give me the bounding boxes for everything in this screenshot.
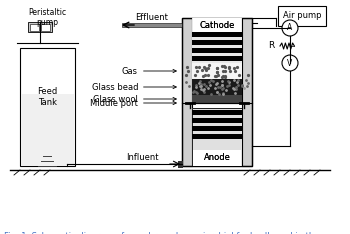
- Circle shape: [282, 55, 298, 71]
- Bar: [182, 134, 252, 139]
- Bar: [192, 126, 242, 131]
- Text: Fig. 1. Schematic diagram of membrane-less microbial fuel cell used in the
study: Fig. 1. Schematic diagram of membrane-le…: [4, 232, 320, 234]
- Bar: [182, 18, 252, 63]
- Bar: [192, 108, 242, 166]
- Circle shape: [282, 20, 298, 36]
- Bar: [192, 134, 242, 139]
- Bar: [20, 48, 75, 166]
- Bar: [182, 118, 252, 123]
- Bar: [183, 18, 251, 32]
- Text: Air pump: Air pump: [283, 11, 321, 21]
- Text: Feed
Tank: Feed Tank: [37, 87, 58, 107]
- Bar: [182, 32, 252, 37]
- Text: Middle port: Middle port: [90, 99, 176, 107]
- Bar: [182, 110, 252, 115]
- Bar: [182, 108, 252, 166]
- Text: Gas: Gas: [122, 66, 176, 76]
- Bar: [182, 40, 252, 45]
- Text: Effluent: Effluent: [135, 14, 168, 22]
- Bar: [192, 56, 242, 61]
- Bar: [193, 150, 241, 166]
- Bar: [122, 23, 182, 27]
- Bar: [242, 18, 252, 166]
- Bar: [41, 24, 50, 31]
- Bar: [192, 40, 242, 45]
- Bar: [182, 126, 252, 131]
- Bar: [192, 18, 242, 63]
- Text: Influent: Influent: [126, 153, 158, 161]
- Bar: [182, 18, 252, 166]
- Text: Cathode: Cathode: [199, 21, 235, 29]
- Text: Peristaltic
pump: Peristaltic pump: [28, 8, 66, 27]
- Bar: [28, 22, 52, 32]
- Text: R: R: [268, 41, 274, 51]
- Text: Anode: Anode: [204, 154, 230, 162]
- Bar: [182, 56, 252, 61]
- Bar: [192, 108, 242, 166]
- Bar: [182, 18, 192, 166]
- Bar: [183, 150, 251, 166]
- Bar: [278, 6, 326, 26]
- Bar: [192, 48, 242, 53]
- Bar: [192, 118, 242, 123]
- Bar: [21, 94, 74, 166]
- Bar: [182, 79, 252, 95]
- Bar: [30, 24, 39, 31]
- Bar: [192, 63, 242, 79]
- Text: V: V: [287, 58, 293, 67]
- Bar: [192, 79, 242, 95]
- Bar: [192, 32, 242, 37]
- Bar: [192, 110, 242, 115]
- Text: A: A: [287, 23, 293, 33]
- Bar: [182, 95, 252, 103]
- Text: Cathode: Cathode: [199, 21, 235, 29]
- Text: Glass wool: Glass wool: [93, 95, 176, 103]
- Text: Glass bead: Glass bead: [91, 83, 176, 91]
- Bar: [178, 161, 183, 168]
- Bar: [182, 63, 252, 79]
- Bar: [193, 18, 241, 32]
- Text: Anode: Anode: [204, 154, 230, 162]
- Bar: [182, 48, 252, 53]
- Bar: [192, 95, 242, 103]
